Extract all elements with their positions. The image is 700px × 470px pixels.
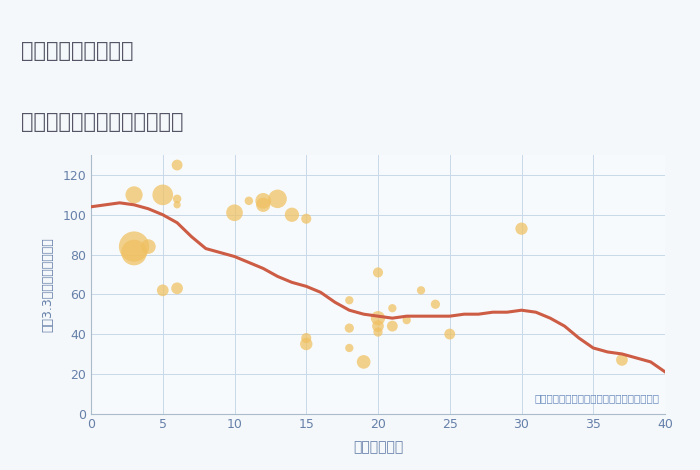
- Point: [401, 316, 412, 324]
- Text: 円の大きさは、取引のあった物件面積を示す: 円の大きさは、取引のあった物件面積を示す: [534, 393, 659, 403]
- Y-axis label: 坪（3.3㎡）単価（万円）: 坪（3.3㎡）単価（万円）: [41, 237, 54, 332]
- Point: [516, 225, 527, 233]
- Point: [157, 287, 169, 294]
- Point: [386, 305, 398, 312]
- Point: [172, 195, 183, 203]
- Point: [617, 356, 628, 364]
- Point: [301, 340, 312, 348]
- Point: [258, 197, 269, 204]
- Point: [301, 334, 312, 342]
- Point: [358, 358, 370, 366]
- Point: [143, 243, 154, 251]
- Point: [172, 201, 183, 209]
- Point: [286, 211, 297, 219]
- Point: [344, 344, 355, 352]
- Point: [129, 243, 140, 251]
- Point: [129, 249, 140, 256]
- X-axis label: 築年数（年）: 築年数（年）: [353, 440, 403, 454]
- Point: [172, 284, 183, 292]
- Point: [444, 330, 456, 338]
- Point: [386, 322, 398, 330]
- Point: [372, 314, 384, 322]
- Point: [157, 191, 169, 199]
- Point: [229, 209, 240, 217]
- Point: [244, 197, 255, 204]
- Text: 三重県四日市市浮橋: 三重県四日市市浮橋: [21, 41, 134, 61]
- Point: [344, 297, 355, 304]
- Point: [430, 300, 441, 308]
- Point: [258, 201, 269, 209]
- Point: [301, 215, 312, 222]
- Text: 築年数別中古マンション価格: 築年数別中古マンション価格: [21, 111, 183, 132]
- Point: [372, 329, 384, 336]
- Point: [372, 322, 384, 330]
- Point: [372, 269, 384, 276]
- Point: [344, 324, 355, 332]
- Point: [129, 191, 140, 199]
- Point: [272, 195, 283, 203]
- Point: [416, 287, 427, 294]
- Point: [172, 161, 183, 169]
